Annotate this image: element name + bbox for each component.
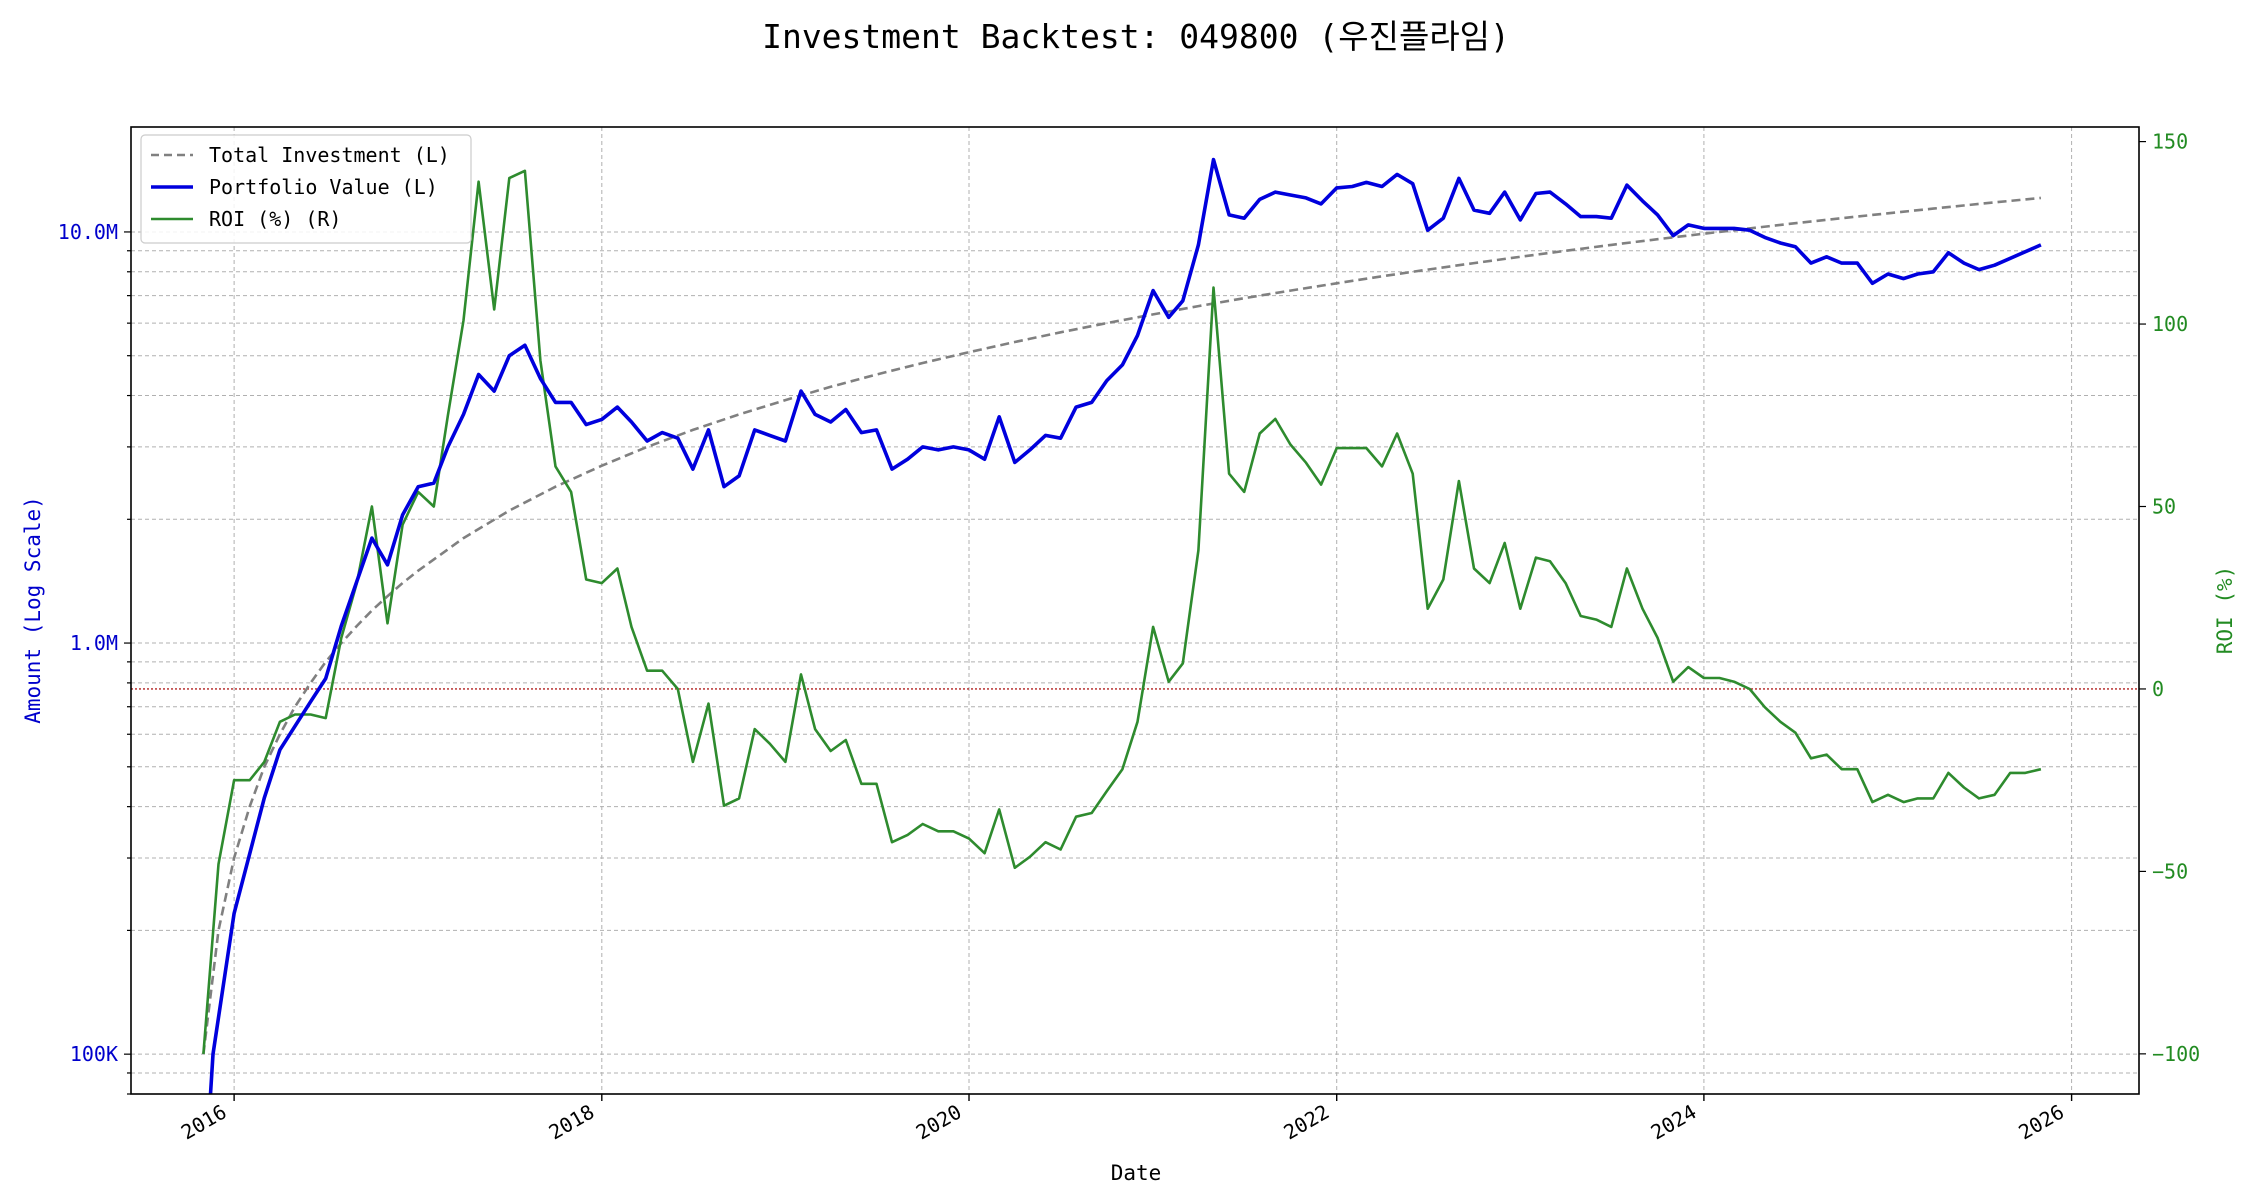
left-tick-label: 100K	[70, 1042, 118, 1066]
total-investment-line	[202, 196, 2042, 1055]
legend: Total Investment (L) Portfolio Value (L) R…	[140, 134, 472, 244]
right-tick-label: 150	[2152, 130, 2188, 154]
x-axis-label: Date	[1111, 1161, 1162, 1185]
right-tick-label: −50	[2152, 859, 2188, 883]
legend-label: ROI (%) (R)	[209, 207, 341, 231]
plot-frame	[130, 126, 2140, 1095]
left-tick-label: 10.0M	[58, 220, 118, 244]
right-tick-label: −100	[2152, 1042, 2200, 1066]
series-layer	[131, 157, 2139, 1095]
legend-label: Total Investment (L)	[209, 143, 450, 167]
right-tick-label: 100	[2152, 312, 2188, 336]
grid-lines	[131, 127, 2139, 1095]
left-axis-label: Amount (Log Scale)	[21, 496, 45, 724]
right-axis-label: ROI (%)	[2213, 566, 2237, 655]
left-tick-label: 1.0M	[70, 631, 118, 655]
right-tick-label: 0	[2152, 677, 2164, 701]
portfolio-value-line	[208, 157, 2042, 1095]
legend-box	[140, 134, 472, 244]
legend-label: Portfolio Value (L)	[209, 175, 438, 199]
right-tick-label: 50	[2152, 495, 2176, 519]
roi-line	[202, 169, 2042, 1055]
chart-title: Investment Backtest: 049800 (우진플라임)	[762, 17, 1510, 56]
